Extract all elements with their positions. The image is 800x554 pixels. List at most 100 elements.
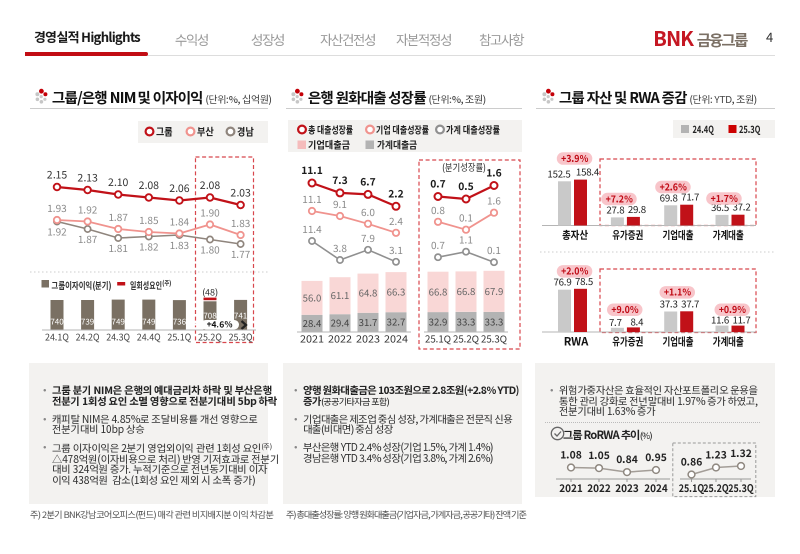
- svg-text:1.32: 1.32: [730, 445, 752, 460]
- svg-text:(분기성장률): (분기성장률): [442, 159, 486, 174]
- svg-text:7.3: 7.3: [332, 172, 348, 187]
- svg-text:1.6: 1.6: [487, 193, 501, 208]
- svg-text:2.15: 2.15: [47, 168, 68, 183]
- svg-text:일회성요인: 일회성요인: [130, 278, 162, 292]
- svg-text:+7.2%: +7.2%: [606, 191, 634, 205]
- svg-text:33.3: 33.3: [485, 314, 504, 328]
- svg-text:가계대출: 가계대출: [713, 334, 744, 350]
- svg-text:25.1Q: 25.1Q: [679, 481, 705, 496]
- svg-text:25.3Q: 25.3Q: [481, 331, 508, 346]
- svg-text:1.87: 1.87: [108, 209, 128, 224]
- svg-text:2.13: 2.13: [77, 171, 98, 186]
- svg-text:기업 대출성장률: 기업 대출성장률: [376, 122, 430, 137]
- svg-text:25.2Q: 25.2Q: [453, 331, 480, 346]
- svg-text:1.6: 1.6: [486, 165, 502, 180]
- svg-text:가계 대출성장률: 가계 대출성장률: [446, 122, 501, 137]
- svg-text:25.3Q: 25.3Q: [728, 481, 754, 496]
- svg-text:0.86: 0.86: [681, 454, 703, 469]
- svg-text:가계대출금: 가계대출금: [377, 137, 417, 152]
- svg-text:1.87: 1.87: [78, 231, 98, 246]
- svg-text:24.4Q: 24.4Q: [693, 121, 715, 136]
- svg-text:32.7: 32.7: [387, 315, 406, 329]
- svg-text:+3.9%: +3.9%: [561, 151, 589, 165]
- svg-text:27.8: 27.8: [606, 202, 624, 216]
- svg-text:2.08: 2.08: [200, 178, 221, 193]
- svg-text:25.3Q: 25.3Q: [229, 330, 253, 344]
- svg-text:2.08: 2.08: [139, 178, 160, 193]
- svg-text:7.9: 7.9: [361, 230, 375, 245]
- svg-text:1.90: 1.90: [200, 205, 220, 220]
- svg-text:그룹이자이익(분기): 그룹이자이익(분기): [51, 278, 111, 292]
- svg-text:(주): (주): [162, 278, 171, 288]
- svg-text:25.2Q: 25.2Q: [198, 330, 222, 344]
- svg-text:2.06: 2.06: [169, 181, 190, 196]
- svg-text:0.5: 0.5: [458, 178, 474, 193]
- svg-text:3.8: 3.8: [333, 240, 347, 255]
- svg-text:2023: 2023: [615, 481, 639, 496]
- svg-text:+9.0%: +9.0%: [611, 302, 639, 316]
- svg-text:741: 741: [234, 311, 247, 322]
- svg-text:2.2: 2.2: [388, 185, 404, 200]
- svg-text:1.05: 1.05: [588, 447, 610, 462]
- svg-text:1.93: 1.93: [47, 200, 66, 215]
- svg-text:6.7: 6.7: [360, 173, 376, 188]
- svg-text:기업대출: 기업대출: [663, 334, 694, 350]
- svg-text:1.08: 1.08: [560, 447, 582, 462]
- svg-text:66.3: 66.3: [387, 285, 406, 299]
- svg-text:56.0: 56.0: [303, 290, 322, 304]
- svg-text:25.1Q: 25.1Q: [167, 330, 191, 344]
- svg-text:66.8: 66.8: [457, 284, 476, 298]
- svg-text:1.92: 1.92: [47, 224, 67, 239]
- svg-text:708: 708: [203, 311, 217, 322]
- svg-text:11.6: 11.6: [711, 313, 729, 327]
- svg-text:76.9: 76.9: [553, 275, 571, 289]
- svg-text:2022: 2022: [587, 481, 611, 496]
- svg-text:69.8: 69.8: [660, 190, 678, 204]
- svg-text:11.7: 11.7: [732, 313, 750, 327]
- svg-text:2024: 2024: [644, 481, 668, 496]
- svg-text:1.85: 1.85: [139, 212, 159, 227]
- svg-text:739: 739: [81, 317, 95, 328]
- svg-text:152.5: 152.5: [547, 166, 570, 180]
- svg-text:37.3: 37.3: [660, 296, 678, 310]
- svg-text:2.4: 2.4: [389, 213, 403, 228]
- svg-text:3.1: 3.1: [389, 242, 403, 257]
- svg-text:1.23: 1.23: [705, 447, 727, 462]
- svg-text:1.77: 1.77: [231, 246, 251, 261]
- svg-text:29.4: 29.4: [331, 316, 350, 330]
- svg-text:1.80: 1.80: [200, 242, 220, 257]
- svg-text:66.8: 66.8: [429, 284, 448, 298]
- svg-text:1.83: 1.83: [170, 237, 189, 252]
- svg-text:+1.7%: +1.7%: [711, 191, 739, 205]
- svg-text:25.2Q: 25.2Q: [703, 481, 729, 496]
- svg-text:가계대출: 가계대출: [713, 227, 744, 243]
- svg-text:2.03: 2.03: [230, 186, 251, 201]
- svg-text:+4.6%: +4.6%: [207, 319, 235, 331]
- svg-text:2021: 2021: [559, 481, 583, 496]
- svg-text:0.7: 0.7: [430, 176, 446, 191]
- svg-text:71.7: 71.7: [681, 190, 699, 204]
- svg-text:11.4: 11.4: [302, 221, 322, 236]
- svg-text:24.4Q: 24.4Q: [137, 330, 161, 344]
- svg-text:1.1: 1.1: [459, 232, 473, 247]
- svg-text:29.8: 29.8: [628, 202, 646, 216]
- svg-text:158.4: 158.4: [576, 165, 600, 179]
- svg-text:0.1: 0.1: [459, 210, 473, 225]
- svg-text:9.1: 9.1: [333, 196, 347, 211]
- svg-text:0.95: 0.95: [645, 449, 667, 464]
- svg-text:1.84: 1.84: [170, 214, 190, 229]
- svg-text:경남: 경남: [237, 125, 254, 140]
- svg-text:+2.6%: +2.6%: [660, 179, 688, 193]
- svg-text:2024: 2024: [384, 331, 408, 346]
- svg-text:유가증권: 유가증권: [612, 227, 643, 243]
- svg-text:67.9: 67.9: [485, 284, 504, 298]
- svg-text:그룹: 그룹: [156, 125, 173, 140]
- svg-text:33.3: 33.3: [457, 314, 476, 328]
- svg-text:736: 736: [173, 317, 187, 328]
- svg-text:8.4: 8.4: [630, 314, 644, 328]
- svg-text:1.92: 1.92: [78, 202, 98, 217]
- svg-text:37.7: 37.7: [681, 296, 699, 310]
- svg-text:기업대출: 기업대출: [663, 227, 694, 243]
- svg-text:740: 740: [50, 317, 64, 328]
- svg-text:25.3Q: 25.3Q: [739, 121, 761, 136]
